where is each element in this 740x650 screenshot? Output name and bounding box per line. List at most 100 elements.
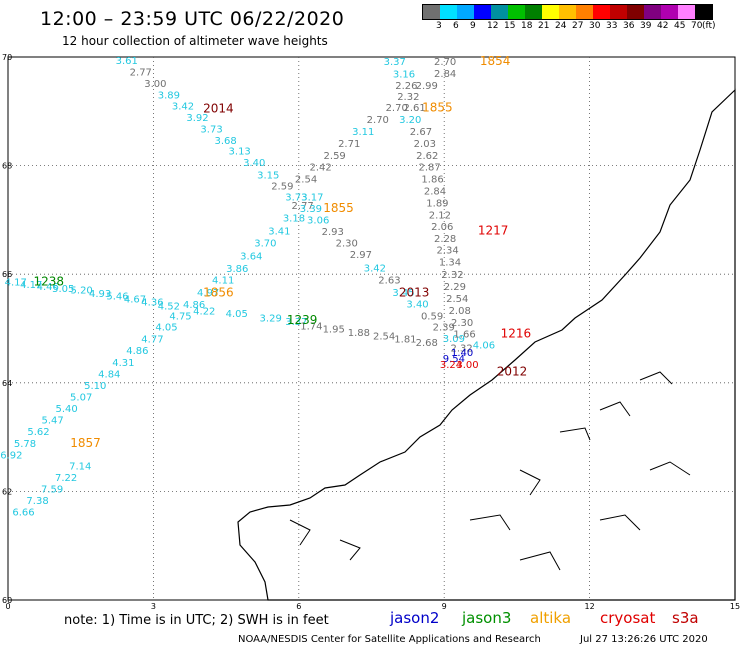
satellite-s3a-label: s3a bbox=[672, 609, 699, 627]
scale-label: 36 bbox=[623, 21, 635, 31]
wave-height-reading: 4.77 bbox=[141, 335, 163, 346]
wave-height-reading: 3.13 bbox=[229, 147, 251, 158]
wave-height-reading: 3.24 bbox=[440, 360, 462, 371]
generated-timestamp: Jul 27 13:26:26 UTC 2020 bbox=[580, 634, 708, 645]
wave-height-reading: 3.64 bbox=[240, 252, 262, 263]
wave-height-reading: 2.39 bbox=[433, 323, 455, 334]
wave-height-reading: 4.05 bbox=[155, 323, 177, 334]
wave-height-reading: 4.97 bbox=[197, 288, 219, 299]
inland-lake-outline bbox=[559, 427, 591, 441]
wave-height-reading: 4.46 bbox=[37, 282, 59, 293]
wave-height-reading: 2.06 bbox=[431, 222, 453, 233]
scale-label: 33 bbox=[606, 21, 618, 31]
wave-height-reading: 2.32 bbox=[397, 92, 419, 103]
scale-swatch bbox=[593, 5, 610, 19]
x-tick-label: 9 bbox=[442, 602, 447, 610]
wave-height-reading: 3.20 bbox=[399, 115, 421, 126]
wave-height-reading: 3.11 bbox=[352, 127, 374, 138]
footnote: note: 1) Time is in UTC; 2) SWH is in fe… bbox=[64, 613, 329, 628]
wave-height-reading: 7.59 bbox=[41, 484, 63, 495]
wave-height-reading: 3.92 bbox=[186, 113, 208, 124]
wave-height-reading: 1.89 bbox=[426, 198, 448, 209]
scale-label: 21 bbox=[538, 21, 550, 31]
wave-height-reading: 1.34 bbox=[439, 258, 461, 269]
wave-height-reading: 0.59 bbox=[421, 311, 443, 322]
altimeter-map: 0 3 6 9 12 157068666462603.612.773.003.893.42… bbox=[0, 53, 740, 610]
pass-time-label: 1855 bbox=[323, 201, 354, 215]
wave-height-reading: 2.62 bbox=[416, 151, 438, 162]
wave-height-reading: 3.73 bbox=[285, 192, 307, 203]
wave-height-reading: 2.97 bbox=[350, 250, 372, 261]
wave-height-reading: 3.73 bbox=[200, 124, 222, 135]
scale-swatch bbox=[610, 5, 627, 19]
scale-swatch bbox=[661, 5, 678, 19]
wave-height-reading: 2.29 bbox=[444, 282, 466, 293]
wave-height-reading: 2.28 bbox=[434, 234, 456, 245]
scale-swatch bbox=[542, 5, 559, 19]
wave-height-reading: 2.93 bbox=[322, 227, 344, 238]
y-tick-label: 62 bbox=[2, 487, 12, 496]
scale-label: 45 bbox=[674, 21, 686, 31]
wave-height-reading: 6.66 bbox=[12, 507, 34, 518]
scale-label: 18 bbox=[521, 21, 533, 31]
wave-height-reading: 1.40 bbox=[451, 348, 473, 359]
scale-swatch bbox=[678, 5, 695, 19]
y-tick-label: 66 bbox=[2, 270, 12, 279]
scale-swatch bbox=[423, 5, 440, 19]
wave-height-reading: 2.84 bbox=[424, 186, 446, 197]
wave-height-reading: 2.77 bbox=[292, 201, 314, 212]
inland-lake-outline bbox=[519, 551, 561, 571]
wave-height-reading: 4.06 bbox=[473, 341, 495, 352]
scale-label: 30 bbox=[589, 21, 601, 31]
wave-height-reading: 4.67 bbox=[124, 294, 146, 305]
coastline bbox=[237, 88, 736, 601]
map-frame bbox=[7, 56, 736, 601]
wave-height-reading: 3.16 bbox=[393, 70, 415, 81]
wave-height-reading: 2.71 bbox=[338, 139, 360, 150]
inland-lake-outline bbox=[639, 371, 673, 385]
wave-height-reading: 3.61 bbox=[116, 56, 138, 67]
y-tick-label: 60 bbox=[2, 596, 12, 605]
wave-height-reading: 2.34 bbox=[436, 246, 458, 257]
wave-height-reading: 2.77 bbox=[130, 67, 152, 78]
inland-lake-outline bbox=[649, 461, 691, 476]
wave-height-reading: 4.22 bbox=[193, 306, 215, 317]
inland-lake-outline bbox=[599, 514, 641, 531]
wave-height-reading: 5.62 bbox=[27, 427, 49, 438]
wave-height-reading: 4.36 bbox=[141, 298, 163, 309]
wave-height-reading: 2.99 bbox=[416, 81, 438, 92]
scale-label: 9 bbox=[470, 21, 476, 31]
wave-height-reading: 4.75 bbox=[169, 311, 191, 322]
wave-height-reading: 1.74 bbox=[300, 322, 322, 333]
page-title: 12:00 – 23:59 UTC 06/22/2020 bbox=[40, 8, 345, 30]
wave-height-reading: 3.70 bbox=[254, 239, 276, 250]
wave-height-reading: 7.22 bbox=[55, 473, 77, 484]
wave-height-reading: 2.70 bbox=[386, 103, 408, 114]
scale-swatch bbox=[508, 5, 525, 19]
wave-height-reading: 2.30 bbox=[451, 318, 473, 329]
wave-height-reading: 3.89 bbox=[158, 90, 180, 101]
scale-label: 24 bbox=[555, 21, 567, 31]
satellite-jason2-label: jason2 bbox=[390, 609, 440, 627]
inland-lake-outline bbox=[599, 401, 631, 417]
wave-height-reading: 2.12 bbox=[429, 210, 451, 221]
wave-height-reading: 2.08 bbox=[449, 306, 471, 317]
pass-time-label: 1857 bbox=[70, 436, 101, 450]
inland-lake-outline bbox=[469, 514, 511, 531]
scale-label: 70 bbox=[691, 21, 703, 31]
wave-height-reading: 4.86 bbox=[126, 346, 148, 357]
wave-height-reading: 4.05 bbox=[226, 309, 248, 320]
wave-height-reading: 2.87 bbox=[419, 162, 441, 173]
scale-label: 3 bbox=[436, 21, 442, 31]
wave-height-reading: 2.70 bbox=[367, 115, 389, 126]
pass-time-label: 1856 bbox=[203, 285, 234, 299]
wave-height-reading: 2.61 bbox=[404, 103, 426, 114]
wave-height-reading: 2.42 bbox=[309, 162, 331, 173]
y-tick-label: 64 bbox=[2, 379, 12, 388]
scale-swatch bbox=[576, 5, 593, 19]
wave-height-reading: 5.46 bbox=[106, 292, 128, 303]
wave-height-reading: 3.00 bbox=[456, 360, 478, 371]
scale-label: 6 bbox=[453, 21, 459, 31]
scale-swatch bbox=[474, 5, 491, 19]
wave-height-reading: 4.31 bbox=[112, 358, 134, 369]
